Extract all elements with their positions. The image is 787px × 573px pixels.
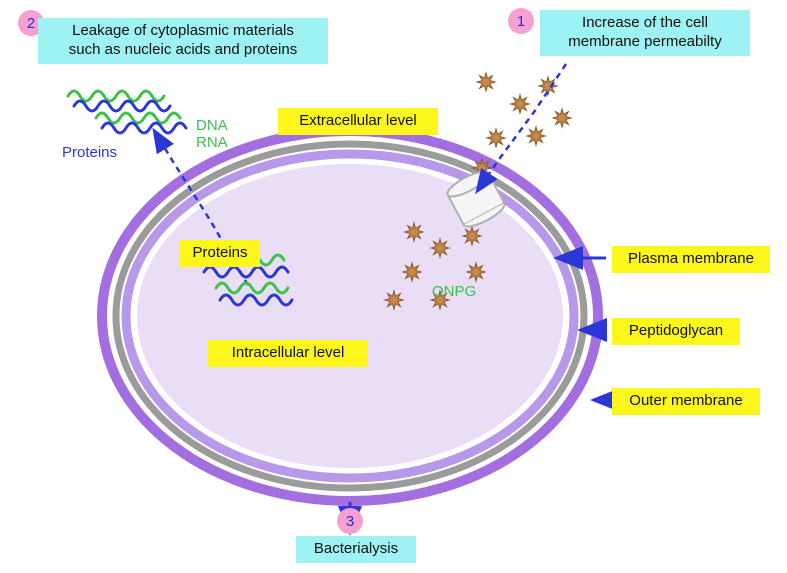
callout-2: Leakage of cytoplasmic materials such as…	[38, 18, 328, 64]
protein-strand-icon	[74, 101, 170, 111]
label-peptidoglycan: Peptidoglycan	[612, 318, 740, 345]
onpg-particle-icon	[553, 109, 571, 127]
onpg-particle-icon	[403, 263, 421, 281]
dna-strand-icon	[68, 91, 164, 101]
onpg-particle-icon	[431, 239, 449, 257]
label-outer-membrane: Outer membrane	[612, 388, 760, 415]
onpg-particle-icon	[487, 129, 505, 147]
label-intracellular: Intracellular level	[208, 340, 368, 367]
onpg-particle-icon	[477, 73, 495, 91]
step-badge-1: 1	[508, 8, 534, 34]
label-extracellular: Extracellular level	[278, 108, 438, 135]
label-proteins: Proteins	[180, 240, 260, 267]
onpg-particle-icon	[463, 227, 481, 245]
onpg-particle-icon	[511, 95, 529, 113]
onpg-particle-icon	[385, 291, 403, 309]
onpg-particle-icon	[405, 223, 423, 241]
text-dna: DNA	[196, 117, 228, 134]
step-badge-3: 3	[337, 508, 363, 534]
dna-strand-icon	[96, 113, 180, 123]
outer-strands	[68, 91, 186, 133]
callout-3: Bacterialysis	[296, 536, 416, 563]
text-onpg: ONPG	[432, 283, 476, 300]
protein-strand-icon	[102, 123, 186, 133]
label-plasma-membrane: Plasma membrane	[612, 246, 770, 273]
onpg-particle-icon	[527, 127, 545, 145]
text-rna: RNA	[196, 134, 228, 151]
diagram-svg	[0, 0, 787, 573]
cell	[102, 131, 598, 501]
diagram-stage: 123 Increase of the cell membrane permea…	[0, 0, 787, 573]
text-proteins-text: Proteins	[62, 144, 117, 161]
onpg-particle-icon	[467, 263, 485, 281]
callout-1: Increase of the cell membrane permeabilt…	[540, 10, 750, 56]
